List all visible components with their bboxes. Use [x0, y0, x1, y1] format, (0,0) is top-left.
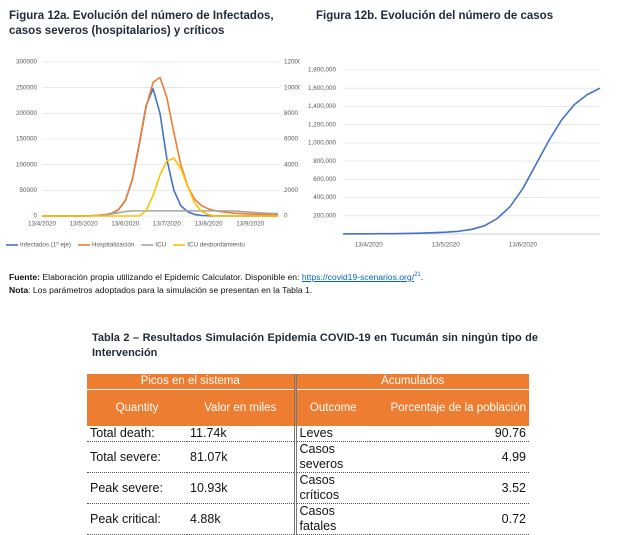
figure-title: Figura 12a. Evolución del número de Infe…: [9, 10, 274, 37]
line-series: [42, 157, 278, 217]
y-tick-label: 400,000: [313, 194, 336, 201]
y-tick-label: 100000: [16, 161, 38, 168]
source-note: Fuente: Elaboración propia utilizando el…: [9, 271, 424, 282]
y2-tick-label: 2000: [284, 187, 299, 194]
column-header: Outcome: [293, 389, 370, 426]
x-tick-label: 13/6/2020: [509, 242, 538, 249]
table-cell: Casos severos: [293, 441, 370, 473]
results-table: Picos en el sistema Acumulados Quantity …: [87, 374, 529, 535]
table-row: Peak severe: 10.93k Casos críticos 3.52: [87, 472, 529, 504]
table-row: Total death: 11.74k Leves 90.76: [87, 426, 529, 442]
parameters-note: Nota: Los parámetros adoptados para la s…: [9, 285, 312, 296]
x-tick-label: 13/4/2020: [355, 242, 384, 249]
chart: 200,000 400,000 600,000 800,000 1,000,000 1,2…: [308, 67, 601, 249]
group-header: Picos en el sistema: [87, 374, 295, 390]
legend-label: Hospitalización: [92, 242, 135, 249]
table-title: Tabla 2 – Resultados Simulación Epidemia…: [92, 332, 538, 359]
table-cell: Casos críticos: [293, 472, 370, 504]
column-header: Porcentaje de la población: [370, 389, 529, 426]
y-tick-label: 1,800,000: [308, 67, 337, 74]
y-tick-label: 1,200,000: [308, 121, 337, 128]
table-row: Peak critical: 4.88k Casos fatales 0.72: [87, 503, 529, 535]
y-tick-label: 200,000: [313, 212, 336, 219]
y2-tick-label: 0: [284, 213, 288, 220]
y-tick-label: 600,000: [313, 176, 336, 183]
x-tick-label: 13/6/2020: [111, 221, 140, 228]
table-cell: Casos fatales: [293, 503, 370, 535]
table-cell: 0.72: [370, 503, 529, 535]
table-cell: 3.52: [370, 472, 529, 504]
page: {"chart_data": [ {"type": "line", "title…: [6, 10, 601, 535]
group-header: Acumulados: [293, 374, 529, 390]
chart: 0 50000 100000 150000 200000 250000 300000 0 200…: [6, 59, 300, 249]
table-cell: 4.88k: [187, 503, 295, 535]
legend-label: ICU: [155, 242, 166, 249]
y-tick-label: 300000: [16, 59, 38, 66]
table-cell: 11.74k: [187, 426, 295, 442]
y-tick-label: 1,000,000: [308, 140, 337, 147]
y2-tick-label: 10000: [284, 84, 300, 91]
y2-tick-label: 6000: [284, 136, 299, 143]
table-cell: Leves: [293, 426, 370, 442]
table-cell: 10.93k: [187, 472, 295, 504]
line-series: [342, 87, 601, 235]
y-tick-label: 200000: [16, 110, 38, 117]
table-cell: 4.99: [370, 441, 529, 473]
table-body: Total death: 11.74k Leves 90.76 Total severe…: [87, 426, 529, 535]
table-row: Total severe: 81.07k Casos severos 4.99: [87, 441, 529, 473]
note-label: Nota: [9, 285, 29, 295]
table-cell: Total severe:: [87, 441, 187, 473]
table-cell: 90.76: [370, 426, 529, 442]
y-tick-label: 150000: [16, 136, 38, 143]
y-tick-label: 800,000: [313, 158, 336, 165]
column-header: Valor en miles: [187, 389, 295, 426]
x-tick-label: 13/8/2020: [195, 221, 224, 228]
footnote-ref: 21: [414, 272, 421, 278]
table-cell: 81.07k: [187, 441, 295, 473]
legend-label: ICU desbordamiento: [187, 242, 245, 249]
line-series: [42, 76, 279, 217]
y-tick-label: 1,600,000: [308, 85, 337, 92]
line-series: [42, 87, 278, 217]
source-link[interactable]: https://covid19-scenarios.org/: [301, 271, 415, 282]
y2-tick-label: 8000: [284, 110, 299, 117]
y-tick-label: 250000: [16, 84, 38, 91]
table-cell: Total death:: [87, 426, 187, 442]
note-text: : Los parámetros adoptados para la simul…: [28, 285, 313, 295]
y-tick-label: 0: [33, 213, 37, 220]
x-tick-label: 13/7/2020: [153, 221, 182, 228]
source-label: Fuente:: [9, 271, 41, 282]
y-tick-label: 50000: [19, 187, 37, 194]
y2-tick-label: 12000: [284, 59, 300, 66]
x-tick-label: 13/4/2020: [28, 221, 57, 228]
x-tick-label: 13/9/2020: [236, 221, 265, 228]
table-cell: Peak critical:: [87, 503, 187, 535]
source-text: Elaboración propia utilizando el Epidemi…: [42, 271, 300, 282]
x-tick-label: 13/5/2020: [70, 221, 99, 228]
figure-title: Figura 12b. Evolución del número de caso…: [316, 10, 554, 22]
x-tick-label: 13/5/2020: [432, 242, 461, 249]
y-tick-label: 1,400,000: [308, 103, 337, 110]
y2-tick-label: 4000: [284, 161, 299, 168]
table-cell: Peak severe:: [87, 472, 187, 504]
legend-label: Infectados (1º eje): [20, 242, 71, 249]
column-header: Quantity: [87, 389, 187, 426]
